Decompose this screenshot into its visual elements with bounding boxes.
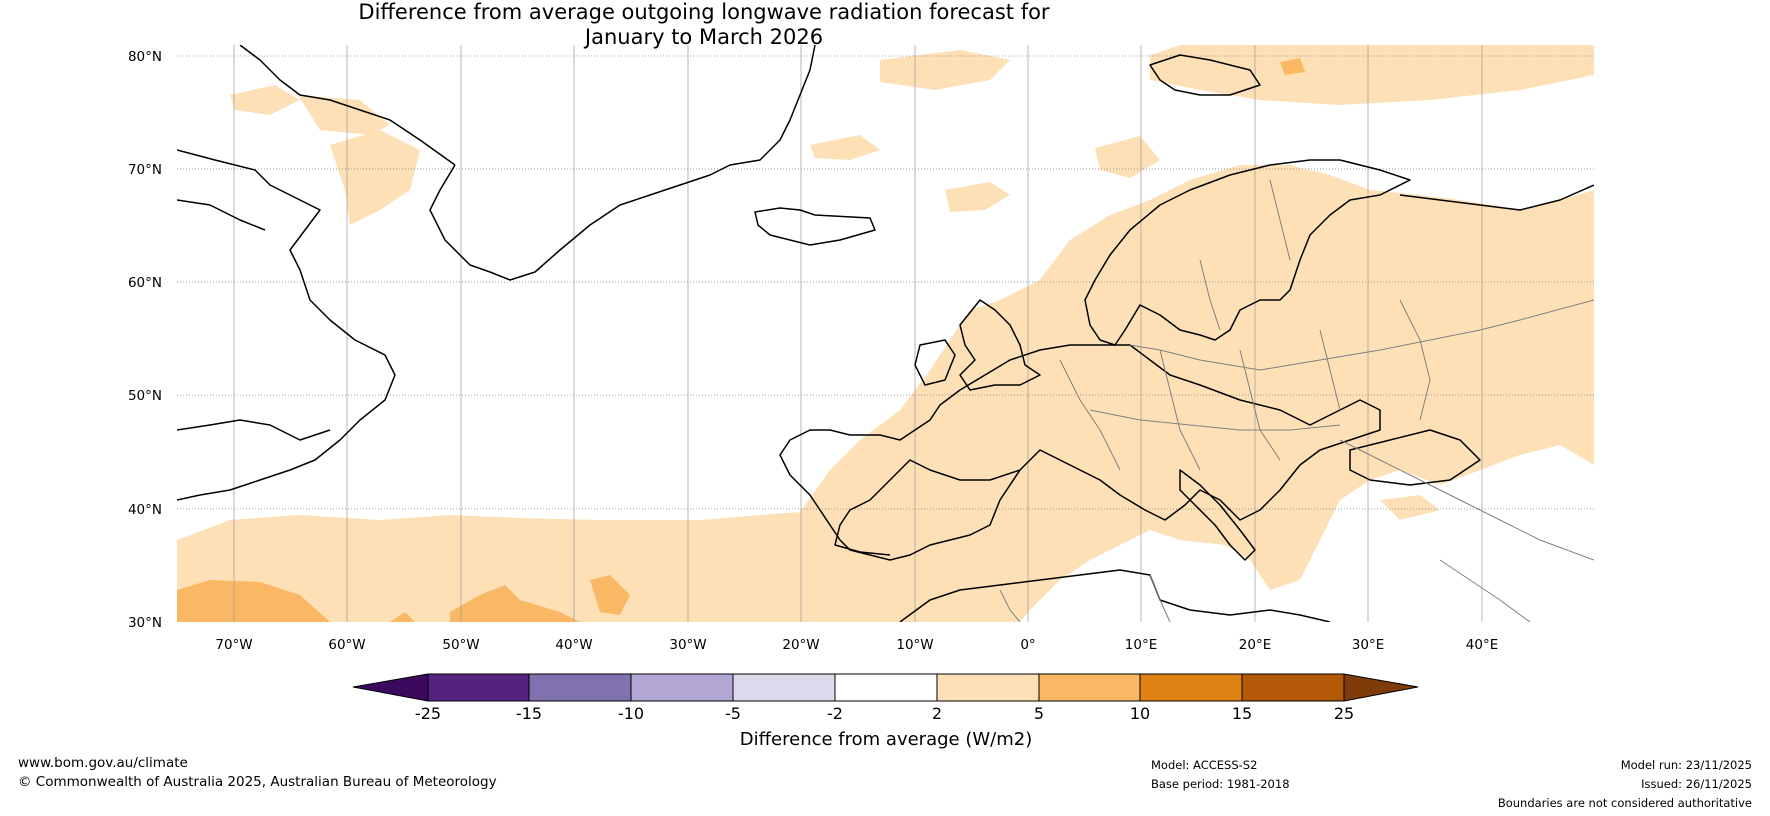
lon-label: 30°W <box>669 637 706 653</box>
colorbar-bin <box>529 674 631 701</box>
british-isles-coast <box>914 299 1041 391</box>
colorbar-bin <box>1140 674 1242 701</box>
colorbar-label: Difference from average (W/m2) <box>740 729 1032 750</box>
copyright-text: © Commonwealth of Australia 2025, Austra… <box>18 774 497 790</box>
lon-label: 40°W <box>555 637 592 653</box>
issued-text: Issued: 26/11/2025 <box>1641 777 1752 791</box>
disclaimer-text: Boundaries are not considered authoritat… <box>1497 796 1752 810</box>
lat-label: 40°N <box>128 502 162 518</box>
africa-coast <box>899 569 1331 622</box>
colorbar-tick-label: -15 <box>516 704 542 723</box>
colorbar-bin <box>937 674 1039 701</box>
iceland-coast <box>754 207 876 246</box>
lon-label: 50°W <box>442 637 479 653</box>
longitude-labels: 70°W 60°W 50°W 40°W 30°W 20°W 10°W 0° 10… <box>215 637 1498 653</box>
model-text: Model: ACCESS-S2 <box>1151 758 1258 772</box>
title-line-1: Difference from average outgoing longwav… <box>358 0 1050 24</box>
lon-label: 30°E <box>1352 637 1384 653</box>
colorbar-tick-label: 5 <box>1034 704 1044 723</box>
greenland-coast <box>239 45 816 281</box>
colorbar-extend-high <box>1343 673 1419 702</box>
colorbar-bin <box>1039 674 1140 701</box>
colorbar-tick-label: -10 <box>618 704 644 723</box>
anomaly-2-to-5-region <box>177 45 1594 622</box>
lon-label: 0° <box>1020 637 1035 653</box>
svalbard-coast <box>1149 54 1261 96</box>
lon-label: 20°W <box>782 637 819 653</box>
page-title: Difference from average outgoing longwav… <box>0 0 1408 50</box>
colorbar-tick-label: -2 <box>827 704 843 723</box>
lat-label: 60°N <box>128 275 162 291</box>
scandinavia-coast <box>1084 159 1411 346</box>
latitude-labels: 80°N 70°N 60°N 50°N 40°N 30°N <box>128 49 162 631</box>
anomaly-5-to-10-region <box>177 58 1305 622</box>
lon-label: 10°W <box>896 637 933 653</box>
black-sea-coast <box>1349 429 1481 486</box>
russia-north-coast <box>1399 184 1594 211</box>
lon-label: 20°E <box>1239 637 1271 653</box>
colorbar-tick-label: 10 <box>1130 704 1150 723</box>
coastlines <box>177 45 1594 622</box>
colorbar-bin <box>428 674 529 701</box>
lat-label: 80°N <box>128 49 162 65</box>
base-period-text: Base period: 1981-2018 <box>1151 777 1290 791</box>
lon-label: 60°W <box>328 637 365 653</box>
colorbar-tick-label: 25 <box>1334 704 1354 723</box>
website-link[interactable]: www.bom.gov.au/climate <box>18 755 188 771</box>
colorbar-tick-label: -5 <box>725 704 741 723</box>
lon-label: 70°W <box>215 637 252 653</box>
lon-label: 40°E <box>1466 637 1498 653</box>
colorbar-bin <box>733 674 835 701</box>
lon-label: 10°E <box>1125 637 1157 653</box>
colorbar-tick-label: -25 <box>415 704 441 723</box>
iberia-coast <box>834 459 1021 556</box>
map-panel <box>177 45 1594 622</box>
colorbar-extend-low <box>352 673 429 702</box>
country-borders <box>999 179 1594 622</box>
colorbar-tick-label: 15 <box>1232 704 1252 723</box>
colorbar-bin <box>835 674 937 701</box>
model-run-text: Model run: 23/11/2025 <box>1620 758 1752 772</box>
lat-label: 30°N <box>128 615 162 631</box>
italy-coast <box>1179 469 1256 561</box>
colorbar-bin <box>631 674 733 701</box>
lat-label: 70°N <box>128 162 162 178</box>
canada-coast <box>177 149 396 501</box>
lat-label: 50°N <box>128 388 162 404</box>
latitude-gridlines <box>177 55 1594 510</box>
colorbar-outline <box>427 673 1345 702</box>
colorbar-bin <box>1242 674 1344 701</box>
europe-coast <box>779 344 1381 561</box>
longitude-gridlines <box>233 45 1483 622</box>
colorbar-tick-labels: -25 -15 -10 -5 -2 2 5 10 15 25 <box>415 704 1354 723</box>
title-line-2: January to March 2026 <box>584 25 824 49</box>
colorbar-tick-label: 2 <box>932 704 942 723</box>
colorbar <box>352 673 1419 702</box>
